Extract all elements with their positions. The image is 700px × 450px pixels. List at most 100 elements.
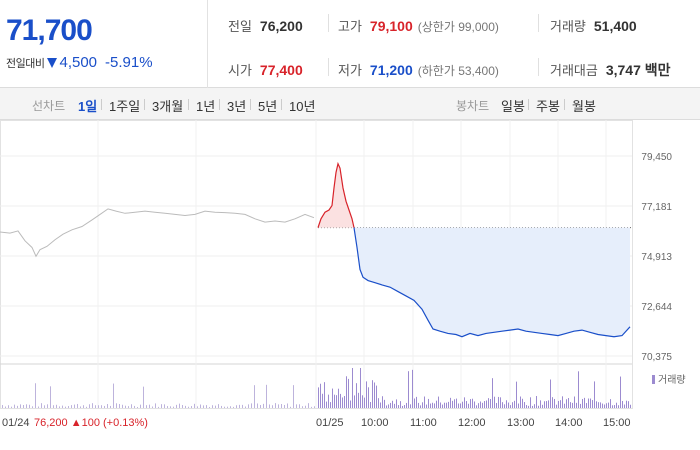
stat-label: 거래대금 [550,63,598,78]
tab-1year[interactable]: 1년 [196,99,216,114]
tab-3year[interactable]: 3년 [227,99,247,114]
volume-bar [89,404,90,408]
volume-bar [526,405,527,408]
x-time-label: 10:00 [361,417,389,429]
volume-bar [20,404,21,408]
volume-bar [378,398,379,408]
volume-bar [354,395,355,408]
volume-bar [77,403,78,408]
volume-bar [580,403,581,408]
volume-bar [496,402,497,408]
stat-label: 고가 [338,19,362,34]
volume-bar [110,405,111,408]
y-tick-label: 70,375 [641,352,672,363]
volume-bar [191,406,192,408]
tab-divider [144,99,145,110]
x-time-label: 12:00 [458,417,486,429]
change-percent: -5.91% [105,54,153,71]
volume-bar [586,403,587,408]
volume-bar [11,406,12,408]
volume-bar [504,404,505,408]
stat-high: 고가 79,100 (상한가 99,000) [338,16,499,35]
volume-bar [512,402,513,408]
volume-bar [239,404,240,408]
tab-divider [219,99,220,110]
volume-bar [83,405,84,408]
tab-weekly-candle[interactable]: 주봉 [536,99,560,114]
y-tick-label: 72,644 [641,302,672,313]
volume-bar [476,405,477,408]
volume-bar [125,405,126,408]
stock-summary: 71,700 전일대비 4,500 -5.91% 전일 76,200 고가 79… [0,0,700,88]
volume-bar [203,405,204,408]
volume-bar [251,403,252,408]
volume-bar [560,400,561,408]
change-label: 전일대비 [6,57,45,70]
volume-bar [406,402,407,408]
tab-10year[interactable]: 10년 [289,99,316,114]
volume-bar [472,398,473,408]
tab-1week[interactable]: 1주일 [109,99,141,114]
volume-bar [516,381,517,408]
volume-bar [528,405,529,408]
volume-bar [248,404,249,408]
volume-bar [626,400,627,408]
volume-bar [305,405,306,408]
volume-bar [8,405,9,408]
divider [538,14,539,32]
volume-bar [227,406,228,408]
volume-bar [570,402,571,408]
tab-divider [564,99,565,110]
volume-bar [438,396,439,408]
price-change: 전일대비 4,500 -5.91% [6,54,153,71]
x-date-prev: 01/24 [2,417,30,429]
volume-bar [452,400,453,408]
volume-bar [478,403,479,408]
volume-bar [344,396,345,408]
y-tick-label: 77,181 [641,202,672,213]
volume-bar [410,404,411,408]
volume-bar [398,405,399,408]
volume-bar [450,397,451,408]
tab-divider [281,99,282,110]
volume-bar [584,397,585,408]
volume-bar [2,405,3,408]
tab-5year[interactable]: 5년 [258,99,278,114]
volume-bar [350,400,351,408]
intraday-chart[interactable]: 79,450 77,181 74,913 72,644 70,375 거래량 01/24… [0,120,700,450]
volume-bar [366,381,367,408]
volume-bar [514,400,515,408]
volume-bar [59,406,60,408]
tab-3month[interactable]: 3개월 [152,99,184,114]
current-price: 71,700 [6,14,93,47]
tab-divider [188,99,189,110]
volume-bar [582,398,583,408]
tab-divider [528,99,529,110]
candle-chart-title: 봉차트 [456,99,490,113]
volume-bar [233,406,234,408]
volume-bar [290,406,291,408]
tab-daily-candle[interactable]: 일봉 [501,99,525,114]
volume-bar [374,382,375,408]
volume-bar [544,401,545,408]
volume-bar [230,406,231,408]
volume-bar [332,388,333,408]
chart-tabs: 선차트 1일 1주일 3개월 1년 3년 5년 10년 봉차트 일봉 주봉 월봉 [0,88,700,120]
volume-bar [340,393,341,408]
volume-bar [552,397,553,408]
volume-bar [468,403,469,408]
prev-close-info: 76,200 ▲100 (+0.13%) [34,417,148,429]
volume-bar [448,401,449,408]
volume-bar [420,405,421,408]
tab-1day[interactable]: 1일 [78,99,98,114]
stat-trade-value: 거래대금 3,747 백만 [550,60,671,80]
volume-bar [116,403,117,408]
stat-value: 71,200 [369,62,413,78]
stat-volume: 거래량 51,400 [550,16,637,35]
volume-bar [522,398,523,408]
volume-bar [386,405,387,408]
tab-monthly-candle[interactable]: 월봉 [572,99,596,114]
volume-bar [364,397,365,408]
volume-bar [71,405,72,408]
volume-bar [442,404,443,408]
